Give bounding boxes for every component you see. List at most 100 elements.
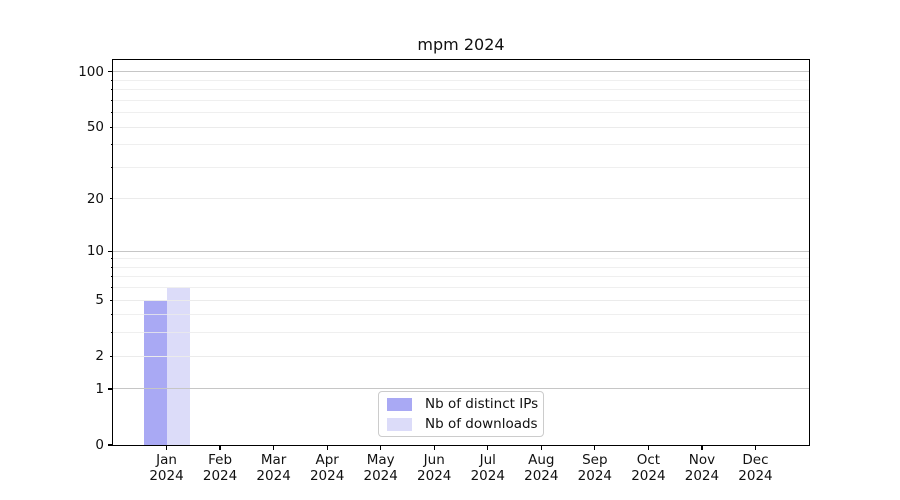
- x-tick-month: Apr: [315, 452, 339, 468]
- y-tick-minor: [110, 258, 113, 260]
- x-tick-label: Dec 2024: [720, 452, 790, 484]
- y-tick-minor: [110, 287, 113, 289]
- y-gridline-minor: [113, 258, 809, 260]
- y-tick-minor: [109, 299, 113, 301]
- y-gridline-minor: [113, 276, 809, 278]
- x-tick-month: Jan: [156, 452, 177, 468]
- x-tick-label: Feb 2024: [185, 452, 255, 484]
- y-gridline-minor: [113, 198, 809, 200]
- x-tick: [380, 445, 382, 450]
- x-tick-month: Dec: [742, 452, 769, 468]
- x-tick-month: Jul: [479, 452, 496, 468]
- legend-entry-distinct-ips: Nb of distinct IPs: [387, 396, 539, 412]
- x-tick-year: 2024: [309, 468, 345, 484]
- bar-distinct-ips-jan: [143, 300, 167, 445]
- y-gridline-major: [113, 71, 809, 73]
- y-tick-label: 0: [95, 437, 104, 453]
- y-gridline-minor: [113, 314, 809, 316]
- x-tick-month: Jun: [423, 452, 445, 468]
- x-tick-month: Feb: [208, 452, 233, 468]
- y-gridline-minor: [113, 266, 809, 268]
- x-tick-month: May: [366, 452, 395, 468]
- x-tick-label: Apr 2024: [292, 452, 362, 484]
- y-gridline-minor: [113, 287, 809, 289]
- y-tick-label: 20: [86, 190, 104, 207]
- y-gridline-minor: [113, 299, 809, 301]
- y-tick-minor: [109, 126, 113, 128]
- legend-swatch-distinct-ips: [387, 397, 412, 411]
- y-tick-major: [108, 71, 113, 73]
- y-tick-minor: [110, 112, 113, 114]
- x-tick-year: 2024: [524, 468, 559, 484]
- y-gridline-minor: [113, 112, 809, 114]
- legend-swatch-downloads: [387, 417, 412, 431]
- x-tick-month: Sep: [582, 452, 608, 468]
- y-tick-label: 1: [95, 380, 104, 397]
- y-gridline-minor: [113, 144, 809, 146]
- y-tick-minor: [110, 79, 113, 81]
- x-tick: [540, 445, 542, 450]
- y-tick-minor: [110, 266, 113, 268]
- y-tick-major: [108, 444, 113, 446]
- y-tick-minor: [110, 314, 113, 316]
- x-tick-month: Aug: [528, 452, 555, 468]
- x-tick: [594, 445, 596, 450]
- x-tick-year: 2024: [417, 468, 452, 484]
- x-tick: [273, 445, 275, 450]
- x-tick-label: Nov 2024: [667, 452, 737, 484]
- x-tick: [326, 445, 328, 450]
- y-gridline-minor: [113, 79, 809, 81]
- y-tick-label: 5: [95, 292, 104, 309]
- x-tick-month: Mar: [260, 452, 287, 468]
- y-tick-minor: [109, 198, 113, 200]
- x-tick-label: May 2024: [346, 452, 416, 484]
- x-tick-month: Nov: [688, 452, 716, 468]
- x-tick-year: 2024: [631, 468, 666, 484]
- x-tick: [165, 445, 168, 450]
- y-tick-minor: [110, 276, 113, 278]
- y-tick-minor: [109, 355, 113, 357]
- y-tick-minor: [110, 166, 113, 168]
- x-tick-year: 2024: [149, 468, 184, 484]
- y-tick-label: 50: [86, 119, 104, 136]
- x-tick-label: Jun 2024: [399, 452, 469, 484]
- y-gridline-minor: [113, 332, 809, 334]
- x-tick-label: Jan 2024: [132, 452, 202, 484]
- x-tick-year: 2024: [256, 468, 291, 484]
- y-tick-label: 10: [86, 243, 104, 260]
- x-tick: [433, 445, 435, 450]
- x-tick: [701, 445, 703, 450]
- y-gridline-minor: [113, 166, 809, 168]
- x-tick: [487, 445, 489, 450]
- y-tick-minor: [110, 89, 113, 91]
- y-tick-label: 2: [95, 348, 104, 365]
- y-tick-major: [108, 250, 113, 252]
- x-tick-label: Sep 2024: [560, 452, 630, 484]
- x-tick-year: 2024: [202, 468, 238, 484]
- chart-title: mpm 2024: [417, 35, 505, 54]
- x-tick: [219, 445, 221, 450]
- y-gridline-minor: [113, 89, 809, 91]
- x-tick-label: Aug 2024: [506, 452, 576, 484]
- x-tick-label: Jul 2024: [453, 452, 523, 484]
- legend-entry-downloads: Nb of downloads: [387, 416, 538, 432]
- y-gridline-minor: [113, 99, 809, 101]
- x-tick-label: Mar 2024: [239, 452, 309, 484]
- x-tick-year: 2024: [363, 468, 398, 484]
- y-tick-major: [108, 388, 113, 390]
- y-gridline-major: [113, 250, 809, 252]
- legend-label-distinct-ips: Nb of distinct IPs: [425, 396, 539, 412]
- x-tick-label: Oct 2024: [613, 452, 683, 484]
- y-tick-minor: [110, 99, 113, 101]
- y-gridline-major: [113, 388, 809, 390]
- y-tick-label: 100: [78, 63, 104, 80]
- y-gridline-minor: [113, 126, 809, 128]
- x-tick-month: Oct: [636, 452, 661, 468]
- x-tick: [754, 445, 757, 450]
- x-tick-year: 2024: [738, 468, 773, 484]
- legend-label-downloads: Nb of downloads: [425, 416, 538, 432]
- y-tick-minor: [110, 332, 113, 334]
- bar-downloads-jan: [166, 287, 190, 445]
